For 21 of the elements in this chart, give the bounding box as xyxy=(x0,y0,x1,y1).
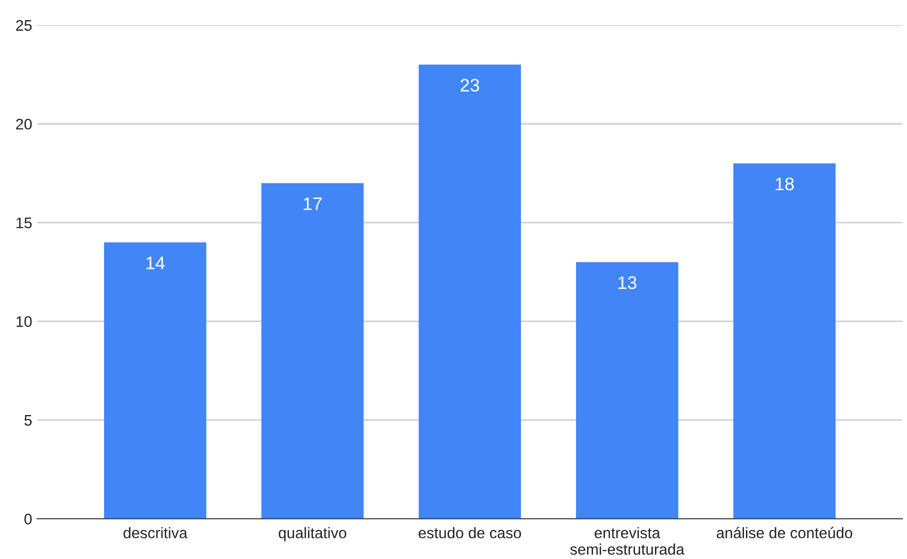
bar xyxy=(104,242,206,519)
y-tick-label: 15 xyxy=(16,218,32,228)
data-label: 23 xyxy=(460,78,480,92)
data-label: 13 xyxy=(618,276,636,290)
y-tick-label: 25 xyxy=(16,20,32,31)
x-tick-label: entrevista semi-estruturada xyxy=(570,527,684,555)
data-label: 14 xyxy=(146,256,165,270)
y-tick-label: 5 xyxy=(24,415,32,426)
x-tick-label: análise de conteúdo xyxy=(716,526,852,538)
y-tick-label: 0 xyxy=(24,514,32,524)
bar xyxy=(261,183,364,519)
bar xyxy=(418,64,521,519)
bar xyxy=(576,262,678,519)
data-label: 18 xyxy=(776,178,794,190)
x-tick-label: descritiva xyxy=(124,527,188,538)
x-tick-label: estudo de caso xyxy=(418,527,521,538)
y-tick-label: 20 xyxy=(16,118,32,130)
data-label: 17 xyxy=(304,197,322,210)
y-tick-label: 10 xyxy=(16,316,32,327)
x-tick-label: qualitativo xyxy=(278,527,346,542)
bar xyxy=(733,163,836,519)
